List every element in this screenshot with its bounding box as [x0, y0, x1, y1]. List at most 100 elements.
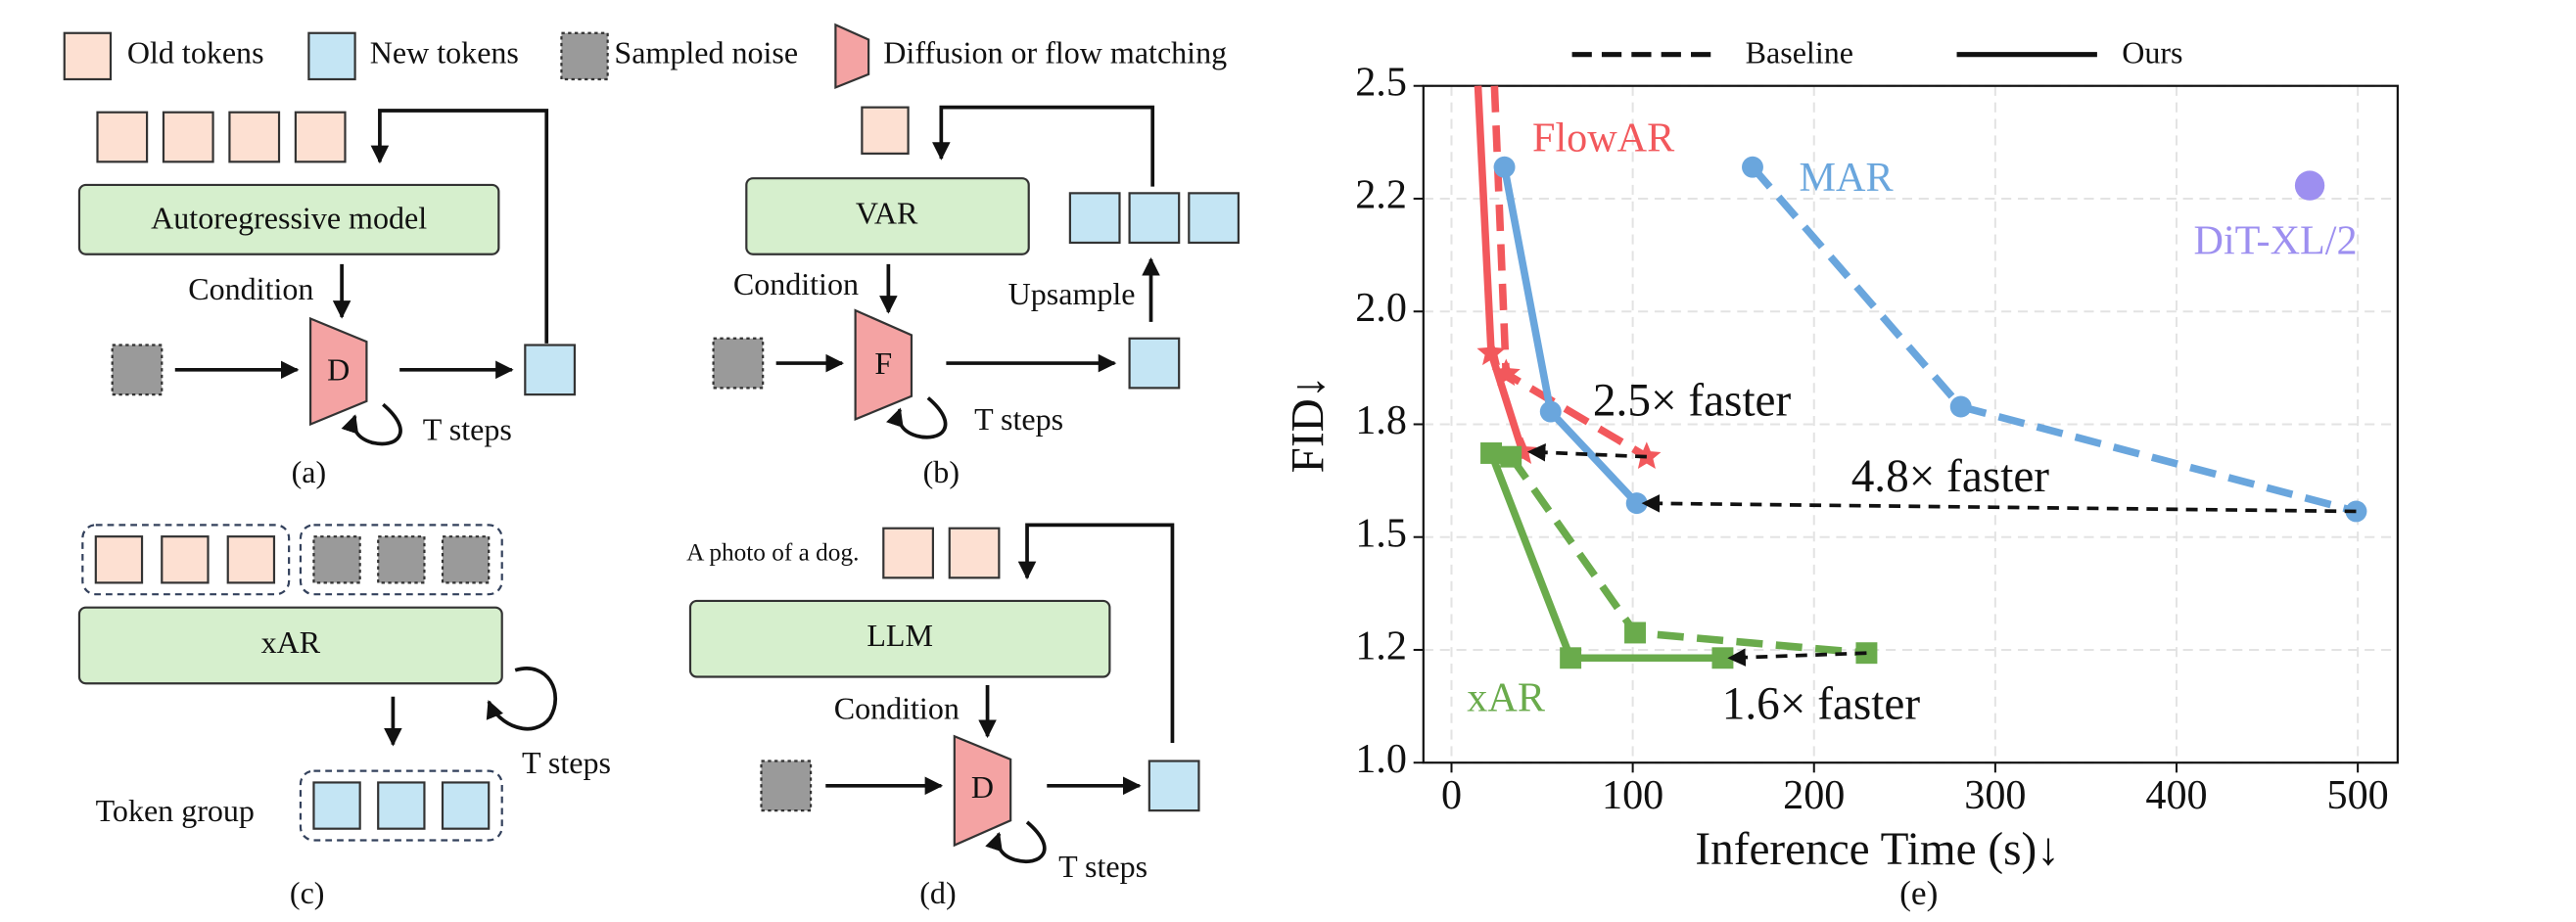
panel-b: VAR Upsample Condition F T steps (b) — [712, 105, 1241, 489]
new-token — [1188, 192, 1241, 245]
caption: (b) — [923, 454, 960, 489]
steps-label: T steps — [1058, 849, 1147, 884]
steps-label: T steps — [522, 745, 611, 780]
model-label: VAR — [856, 195, 918, 230]
y-tick-label: 2.2 — [1355, 172, 1407, 218]
model-box — [745, 177, 1030, 255]
decoder-label: F — [874, 346, 892, 381]
upsample-label: Upsample — [1008, 276, 1136, 311]
y-tick-label: 1.0 — [1355, 736, 1407, 782]
old-token — [162, 111, 214, 163]
noise-token — [441, 535, 491, 584]
condition-label: Condition — [834, 690, 960, 725]
old-token — [161, 535, 210, 584]
loop-arrow — [486, 667, 558, 731]
decoder — [308, 316, 368, 427]
y-tick-label: 2.5 — [1355, 59, 1407, 105]
old-token — [861, 106, 910, 155]
decoder — [953, 734, 1012, 848]
point — [2294, 170, 2325, 201]
point — [1476, 338, 1506, 366]
new-token — [1068, 192, 1121, 245]
point — [1855, 642, 1878, 665]
condition-label: Condition — [188, 271, 313, 306]
series-label: MAR — [1800, 155, 1895, 201]
model-label: Autoregressive model — [151, 200, 427, 235]
caption: (e) — [1899, 873, 1938, 912]
point — [2345, 500, 2367, 523]
panel-c: xAR T steps Token group (c) — [77, 524, 611, 910]
feedback-arrow — [370, 109, 549, 344]
point — [1949, 395, 1972, 418]
noise-token — [760, 760, 813, 812]
noise-icon — [560, 31, 609, 81]
panel-a: Autoregressive model Condition D T steps… — [77, 109, 577, 489]
noise-token — [377, 535, 426, 584]
decoder-label: D — [327, 352, 350, 388]
y-tick-label: 1.8 — [1355, 397, 1407, 443]
old-token — [948, 527, 1001, 579]
caption: (a) — [292, 454, 327, 489]
noise-token — [111, 344, 164, 396]
feedback-arrow — [1017, 523, 1175, 743]
speedup-arrow — [1727, 648, 1867, 667]
new-token — [1128, 337, 1181, 390]
old-token — [882, 527, 934, 579]
new-token — [1128, 192, 1181, 245]
diagram-legend: Old tokens New tokens Sampled noise Diff… — [63, 23, 1227, 90]
x-tick-label: 100 — [1602, 772, 1663, 818]
new-token — [524, 344, 577, 396]
old-token — [228, 111, 281, 163]
old-token — [226, 535, 276, 584]
y-tick-label: 1.2 — [1355, 623, 1407, 669]
legend-label: Ours — [2122, 35, 2182, 70]
new-token — [377, 781, 426, 830]
point — [1742, 156, 1763, 178]
point — [1493, 156, 1516, 178]
noise-token — [312, 535, 361, 584]
x-tick-label: 500 — [2327, 772, 2389, 818]
loop-arrow — [341, 402, 402, 446]
point — [1560, 647, 1582, 669]
token-group — [299, 524, 503, 596]
plot-frame — [1422, 84, 2399, 764]
model-box — [688, 599, 1111, 678]
series-line — [1487, 451, 1723, 663]
new-token — [1147, 760, 1200, 812]
old-token — [94, 535, 144, 584]
point — [1539, 400, 1562, 423]
x-tick-label: 0 — [1441, 772, 1462, 818]
speedup-label: 4.8× faster — [1851, 451, 2050, 502]
model-label: xAR — [261, 624, 321, 660]
model-box — [77, 183, 500, 255]
point — [1625, 492, 1648, 515]
x-tick-label: 400 — [2145, 772, 2207, 818]
y-tick-label: 2.0 — [1355, 285, 1407, 331]
point — [1480, 442, 1502, 464]
condition-label: Condition — [733, 266, 859, 301]
steps-label: T steps — [423, 411, 512, 446]
caption: (c) — [290, 875, 325, 910]
new-token — [312, 781, 361, 830]
legend-label: New tokens — [370, 35, 519, 70]
chart: 0 100 200 300 400 500 1.0 1.2 1.5 1.8 2.0 2.2 2.5 Inf… — [1284, 35, 2399, 912]
speedup-label: 1.6× faster — [1722, 679, 1921, 730]
speedup-arrow — [1641, 494, 2357, 514]
token-group — [299, 769, 503, 842]
x-axis-title: Inference Time (s)↓ — [1695, 824, 2059, 875]
series-label: FlowAR — [1532, 115, 1675, 161]
legend-label: Diffusion or flow matching — [883, 35, 1227, 70]
model-label: LLM — [866, 618, 933, 653]
old-token — [96, 111, 149, 163]
old-token — [294, 111, 347, 163]
loop-arrow — [886, 396, 948, 439]
point — [1491, 358, 1521, 387]
point — [1624, 622, 1646, 644]
decoder-label: D — [971, 769, 994, 805]
y-axis-title: FID↓ — [1284, 376, 1335, 474]
prompt: A photo of a dog. — [686, 539, 859, 567]
legend-label: Old tokens — [127, 35, 264, 70]
series-label: xAR — [1467, 674, 1546, 720]
steps-label: T steps — [974, 401, 1063, 437]
